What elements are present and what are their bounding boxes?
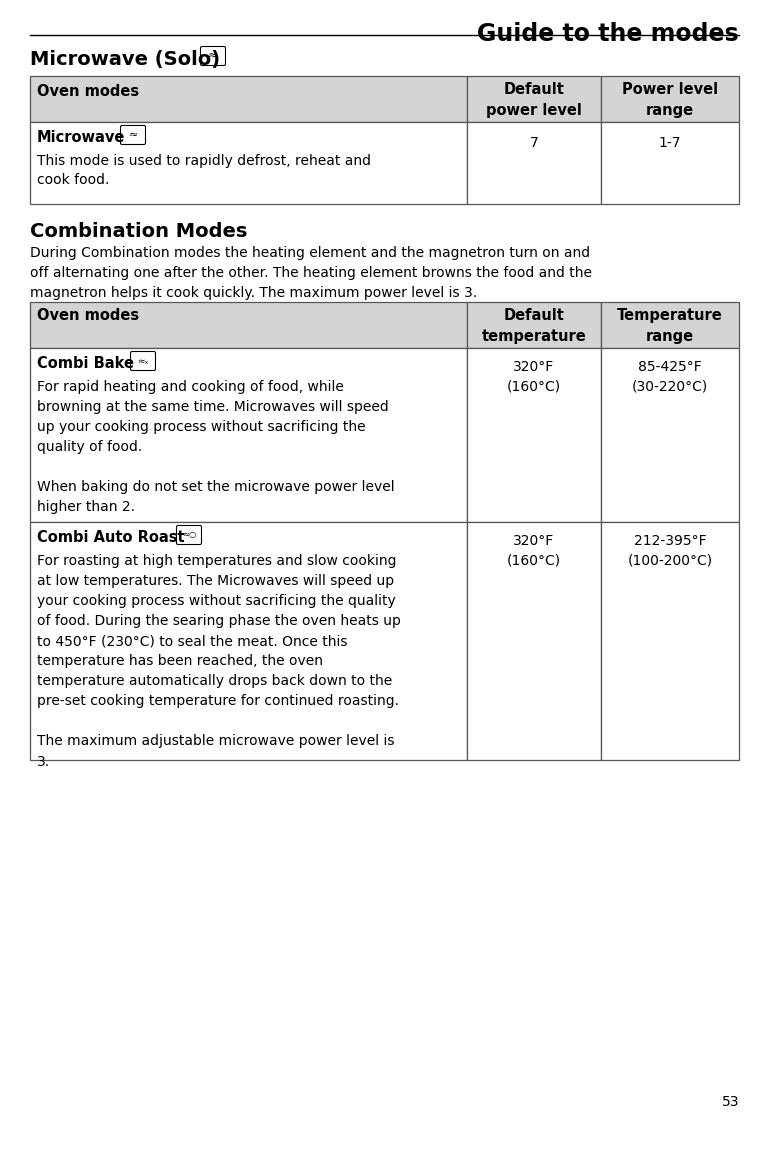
- Bar: [601, 76, 739, 122]
- Bar: [601, 348, 739, 522]
- Text: For roasting at high temperatures and slow cooking
at low temperatures. The Micr: For roasting at high temperatures and sl…: [37, 554, 401, 769]
- Text: 85-425°F
(30-220°C): 85-425°F (30-220°C): [632, 360, 708, 393]
- Bar: [467, 302, 601, 348]
- Text: Power level
range: Power level range: [622, 82, 718, 118]
- Text: Microwave (Solo): Microwave (Solo): [30, 51, 220, 69]
- Text: 320°F
(160°C): 320°F (160°C): [507, 534, 561, 568]
- FancyBboxPatch shape: [201, 46, 225, 65]
- Text: ≈ₓ: ≈ₓ: [137, 356, 148, 365]
- Text: 320°F
(160°C): 320°F (160°C): [507, 360, 561, 393]
- Text: Combi Auto Roast: Combi Auto Roast: [37, 530, 185, 545]
- Bar: [601, 122, 739, 205]
- Text: Oven modes: Oven modes: [37, 84, 139, 99]
- Text: 53: 53: [721, 1095, 739, 1109]
- Bar: [601, 302, 739, 348]
- Text: Temperature
range: Temperature range: [618, 308, 723, 344]
- Text: ≈: ≈: [208, 49, 218, 62]
- Bar: [601, 522, 739, 759]
- Text: 212-395°F
(100-200°C): 212-395°F (100-200°C): [628, 534, 713, 568]
- Bar: [30, 122, 467, 205]
- Bar: [30, 302, 467, 348]
- Text: Guide to the modes: Guide to the modes: [478, 22, 739, 46]
- Bar: [467, 122, 601, 205]
- Text: During Combination modes the heating element and the magnetron turn on and
off a: During Combination modes the heating ele…: [30, 246, 592, 300]
- Bar: [30, 348, 467, 522]
- Text: ≈: ≈: [128, 130, 138, 140]
- Text: 1-7: 1-7: [659, 136, 681, 151]
- Text: Default
temperature: Default temperature: [481, 308, 587, 344]
- Text: Combi Bake: Combi Bake: [37, 356, 134, 371]
- Text: Default
power level: Default power level: [486, 82, 582, 118]
- FancyBboxPatch shape: [177, 525, 201, 545]
- Bar: [467, 348, 601, 522]
- Text: Combination Modes: Combination Modes: [30, 222, 248, 241]
- Text: 7: 7: [530, 136, 538, 151]
- Bar: [30, 76, 467, 122]
- FancyBboxPatch shape: [131, 352, 155, 370]
- Text: For rapid heating and cooking of food, while
browning at the same time. Microwav: For rapid heating and cooking of food, w…: [37, 380, 394, 515]
- Text: This mode is used to rapidly defrost, reheat and
cook food.: This mode is used to rapidly defrost, re…: [37, 154, 371, 187]
- Bar: [30, 522, 467, 759]
- Text: Microwave: Microwave: [37, 130, 125, 145]
- Text: ≈○: ≈○: [182, 531, 196, 540]
- Text: Oven modes: Oven modes: [37, 308, 139, 323]
- FancyBboxPatch shape: [121, 125, 145, 145]
- Bar: [467, 522, 601, 759]
- Bar: [467, 76, 601, 122]
